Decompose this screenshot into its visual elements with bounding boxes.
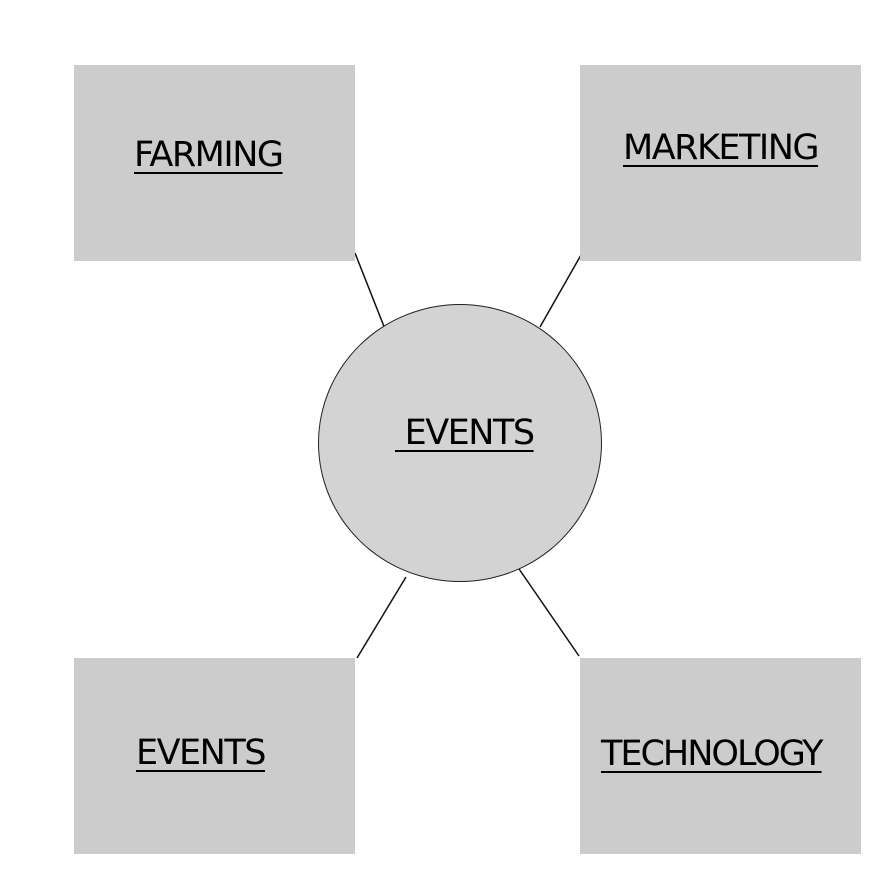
node-label-marketing: MARKETING xyxy=(623,128,820,168)
node-box-events[interactable]: EVENTS xyxy=(74,658,355,854)
connector-events xyxy=(356,576,407,659)
center-circle[interactable]: EVENTS xyxy=(318,304,602,582)
node-label-events: EVENTS xyxy=(136,733,266,773)
node-label-technology: TECHNOLOGY xyxy=(601,734,824,774)
connector-marketing xyxy=(539,254,582,328)
node-label-farming: FARMING xyxy=(134,135,284,175)
center-label: EVENTS xyxy=(395,413,535,453)
connector-farming xyxy=(354,252,386,330)
connector-technology xyxy=(516,565,580,657)
node-box-marketing[interactable]: MARKETING xyxy=(580,65,861,261)
node-box-technology[interactable]: TECHNOLOGY xyxy=(580,658,861,854)
node-box-farming[interactable]: FARMING xyxy=(74,65,355,261)
